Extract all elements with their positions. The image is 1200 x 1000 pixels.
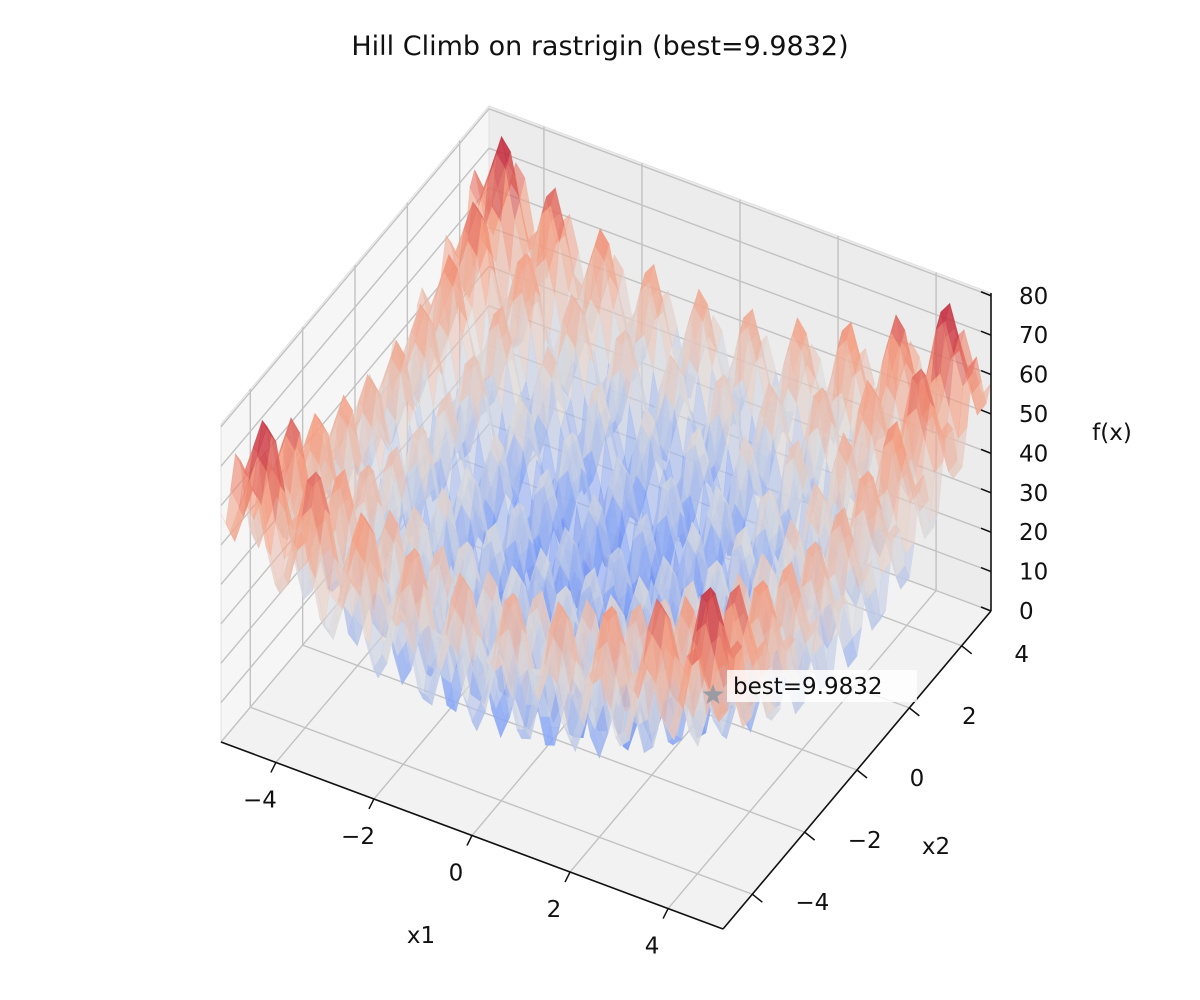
best-label: best=9.9832 <box>733 674 883 700</box>
z-tick-label: 30 <box>1019 481 1048 507</box>
x-tick-label: 2 <box>547 897 562 923</box>
z-tick-mark <box>980 409 992 415</box>
y-tick-label: −2 <box>848 828 882 854</box>
x-tick-label: −2 <box>341 824 375 850</box>
z-tick-label: 40 <box>1019 441 1048 467</box>
y-axis-label: x2 <box>922 834 950 860</box>
z-tick-label: 10 <box>1019 560 1048 586</box>
surface-cell <box>972 380 987 416</box>
x-tick-label: −4 <box>243 788 277 814</box>
best-label-box <box>727 670 917 702</box>
surface-cell <box>890 530 906 578</box>
x-tick-mark <box>368 798 375 810</box>
y-tick-label: 4 <box>1014 642 1029 668</box>
surface-cell <box>876 561 891 623</box>
y-tick-mark <box>908 707 920 717</box>
surface-cell <box>852 577 868 640</box>
chart-title: Hill Climb on rastrigin (best=9.9832) <box>351 31 848 62</box>
surface-cell <box>948 459 963 479</box>
surface-cell <box>933 421 949 475</box>
z-tick-mark <box>980 606 992 612</box>
surface-cell <box>881 523 896 576</box>
z-tick-mark <box>980 291 992 297</box>
surface-cell <box>905 491 920 556</box>
y-tick-mark <box>961 645 973 655</box>
surface-mesh <box>220 135 992 760</box>
y-tick-label: 2 <box>962 704 977 730</box>
z-tick-mark <box>980 369 992 376</box>
y-tick-label: 0 <box>910 766 925 792</box>
z-tick-label: 80 <box>1019 284 1048 310</box>
x-tick-mark <box>270 762 277 773</box>
z-axis-label: f(x) <box>1092 420 1132 446</box>
surface-cell <box>895 564 910 590</box>
y-tick-label: −4 <box>795 890 829 916</box>
grid-line <box>250 706 753 895</box>
grid-line <box>220 147 490 467</box>
best-marker: best=9.9832 <box>702 670 917 704</box>
z-tick-mark <box>980 527 992 533</box>
y-tick-mark <box>804 831 816 841</box>
z-tick-label: 50 <box>1019 402 1048 428</box>
z-tick-label: 0 <box>1019 599 1034 625</box>
z-tick-mark <box>980 566 992 573</box>
surface-cell <box>857 560 872 591</box>
z-tick-label: 60 <box>1019 363 1048 389</box>
grid-line <box>488 108 992 297</box>
surface-cell <box>713 700 729 723</box>
grid-line <box>220 108 490 428</box>
z-tick-mark <box>980 330 992 336</box>
x-axis-label: x1 <box>407 923 435 949</box>
best-star-marker <box>702 684 724 704</box>
surface-cell <box>804 615 819 645</box>
x-tick-label: 0 <box>449 861 464 887</box>
z-tick-mark <box>980 448 992 455</box>
y-tick-mark <box>751 893 763 903</box>
x-tick-label: 4 <box>645 934 660 960</box>
x-tick-mark <box>466 835 473 846</box>
y-tick-mark <box>856 769 868 779</box>
x-tick-mark <box>662 908 669 919</box>
z-tick-label: 70 <box>1019 323 1048 349</box>
surface-cell <box>471 700 487 732</box>
z-tick-label: 20 <box>1019 520 1048 546</box>
z-tick-mark <box>980 488 992 494</box>
surface-cell <box>929 460 944 526</box>
x-tick-mark <box>564 871 571 883</box>
surface-cell <box>752 637 767 668</box>
grid-line <box>488 147 992 336</box>
